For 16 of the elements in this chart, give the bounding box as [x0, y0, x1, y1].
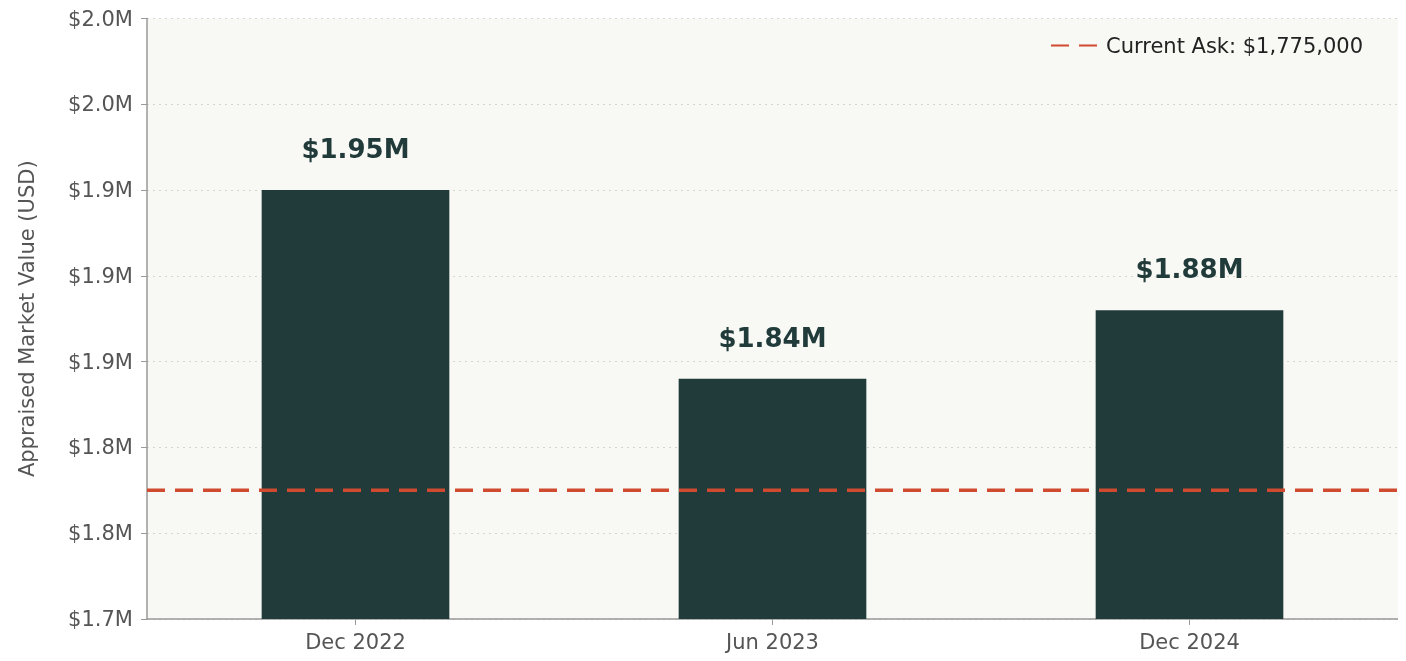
- data-label: $1.88M: [1135, 254, 1244, 285]
- y-tick-label: $1.9M: [68, 349, 133, 374]
- y-axis-title: Appraised Market Value (USD): [14, 160, 39, 478]
- data-label: $1.95M: [301, 134, 410, 165]
- y-tick-label: $1.9M: [68, 263, 133, 288]
- y-tick-label: $1.8M: [68, 521, 133, 546]
- x-tick-label: Dec 2024: [1139, 629, 1240, 654]
- y-tick-label: $2.0M: [68, 6, 133, 31]
- y-tick-label: $1.8M: [68, 435, 133, 460]
- x-tick-label: Jun 2023: [724, 629, 819, 654]
- data-label: $1.84M: [718, 322, 827, 353]
- y-tick-label: $1.9M: [68, 178, 133, 203]
- legend-label: Current Ask: $1,775,000: [1106, 33, 1364, 58]
- y-tick-label: $2.0M: [68, 92, 133, 117]
- y-tick-label: $1.7M: [68, 607, 133, 631]
- x-tick-label: Dec 2022: [305, 629, 406, 654]
